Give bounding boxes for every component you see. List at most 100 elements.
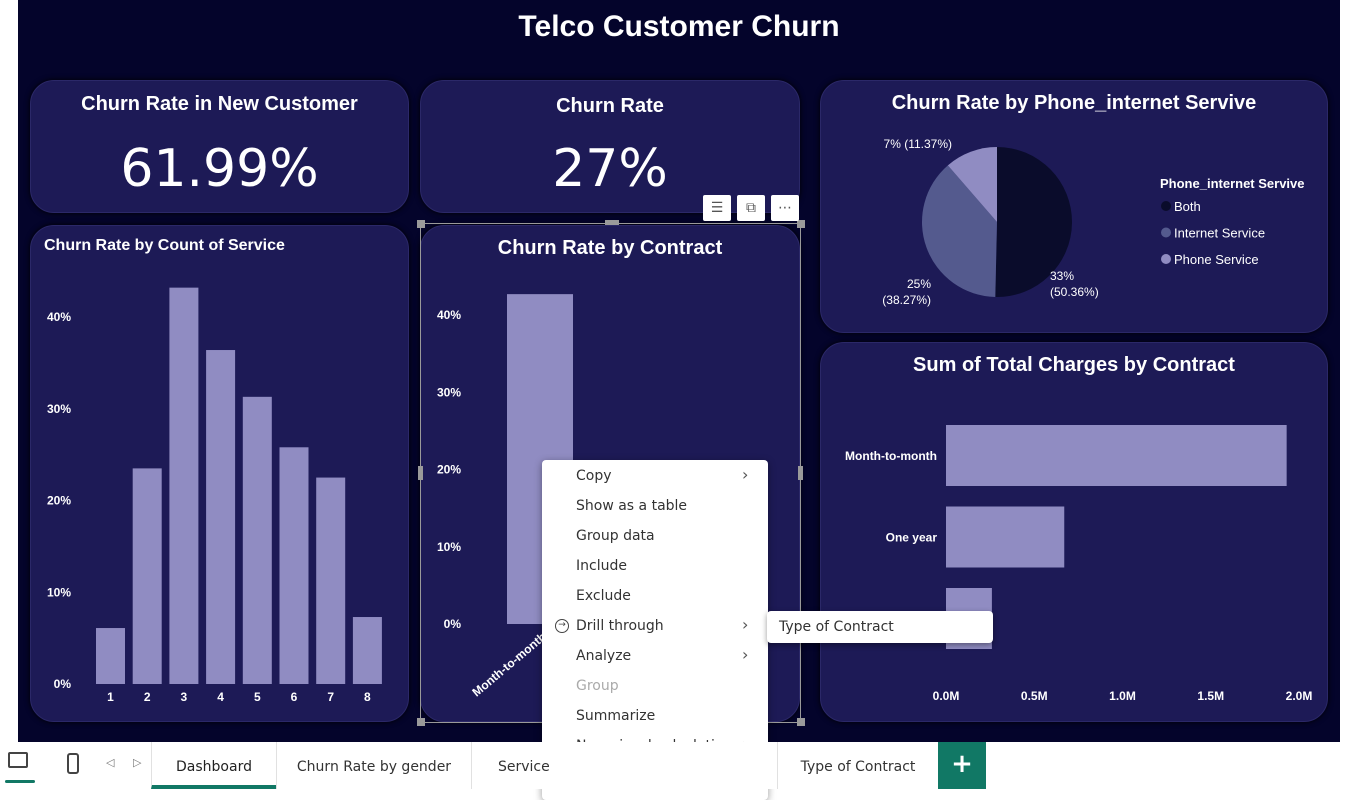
resize-handle[interactable]	[417, 718, 425, 726]
kpi-title: Churn Rate in New Customer	[81, 93, 358, 115]
prev-page-icon[interactable]: ◁	[106, 756, 115, 769]
legend-item: Both	[1174, 199, 1201, 214]
menu-item-group-data[interactable]: Group data	[576, 528, 655, 544]
pie-slice[interactable]	[995, 147, 1072, 297]
chevron-right-icon: ›	[742, 465, 749, 484]
resize-handle[interactable]	[797, 718, 805, 726]
data-label: 7% (11.37%)	[884, 137, 952, 151]
tab-service[interactable]: Service	[471, 742, 591, 789]
bar[interactable]	[279, 447, 309, 684]
tab-dashboard[interactable]: Dashboard	[151, 742, 276, 789]
resize-handle[interactable]	[418, 466, 423, 480]
page-tab-bar: ◁ ▷ Dashboard Churn Rate by gender Servi…	[0, 742, 1365, 789]
phone-internet-pie: 33% (50.36%) Both 25% (38.27%) Internet Servi…	[882, 137, 1265, 307]
y-tick-label: Month-to-month	[845, 449, 937, 463]
chart-title: Churn Rate by Count of Service	[44, 237, 285, 254]
x-tick-label: 5	[254, 690, 261, 704]
x-tick-label: 3	[181, 690, 188, 704]
y-tick-label: 10%	[47, 585, 71, 599]
submenu-item-type-of-contract[interactable]: Type of Contract	[767, 611, 993, 643]
bar[interactable]	[132, 468, 162, 684]
menu-item-exclude[interactable]: Exclude	[576, 588, 631, 604]
chart-card-phone-internet[interactable]: Churn Rate by Phone_internet Servive 33%…	[820, 80, 1328, 333]
y-tick-label: 40%	[47, 310, 71, 324]
x-tick-label: 8	[364, 690, 371, 704]
kpi-value: 61.99%	[120, 139, 319, 199]
legend-marker[interactable]	[1161, 227, 1171, 238]
desktop-view-icon[interactable]	[8, 752, 28, 768]
legend-item: Phone Service	[1174, 252, 1259, 267]
x-tick-label: 1	[107, 690, 114, 704]
x-tick-label: 6	[291, 690, 298, 704]
count-of-service-chart: 0% 10% 20% 30% 40% 1 2 3 4 5 6 7 8	[47, 287, 382, 704]
bar[interactable]	[352, 617, 382, 684]
menu-item-summarize[interactable]: Summarize	[576, 708, 656, 724]
y-tick-label: 20%	[47, 494, 71, 508]
menu-item-include[interactable]: Include	[576, 558, 627, 574]
chart-title: Churn Rate by Phone_internet Servive	[891, 92, 1257, 114]
y-tick-label: 0%	[54, 677, 72, 691]
kpi-card-churn-rate[interactable]: Churn Rate 27%	[420, 80, 800, 213]
y-tick-label: 30%	[437, 385, 461, 399]
chevron-right-icon: ›	[742, 645, 749, 664]
bar[interactable]	[169, 287, 199, 684]
resize-handle[interactable]	[798, 466, 803, 480]
y-tick-label: 10%	[437, 540, 461, 554]
filter-icon[interactable]: ☰	[703, 195, 731, 221]
menu-item-drill-through[interactable]: Drill through	[576, 618, 664, 634]
bar[interactable]	[946, 425, 1287, 486]
x-tick-label: 7	[327, 690, 334, 704]
tab-type-of-contract[interactable]: Type of Contract	[777, 742, 938, 789]
total-charges-chart: 0.0M 0.5M 1.0M 1.5M 2.0M Month-to-month One ye…	[845, 425, 1313, 703]
x-tick-label: 2	[144, 690, 151, 704]
bar[interactable]	[946, 506, 1065, 568]
desktop-view-indicator	[5, 780, 35, 783]
x-tick-label: 1.5M	[1197, 689, 1224, 703]
x-tick-label: 0.0M	[933, 689, 960, 703]
x-tick-label: 0.5M	[1021, 689, 1048, 703]
kpi-title: Churn Rate	[556, 95, 664, 117]
report-title: Telco Customer Churn	[518, 10, 840, 43]
menu-item-analyze[interactable]: Analyze	[576, 648, 632, 664]
x-tick-label: 2.0M	[1286, 689, 1313, 703]
data-label: (38.27%)	[882, 293, 931, 307]
legend-title: Phone_internet Servive	[1160, 176, 1305, 191]
chart-card-count-of-service[interactable]: Churn Rate by Count of Service 0% 10% 20% 3…	[30, 225, 409, 722]
chart-title: Sum of Total Charges by Contract	[913, 354, 1235, 376]
y-tick-label: 40%	[437, 308, 461, 322]
bar[interactable]	[242, 396, 272, 684]
drill-through-icon: →	[555, 619, 569, 633]
menu-item-copy[interactable]: Copy	[576, 468, 612, 484]
kpi-card-new-customer[interactable]: Churn Rate in New Customer 61.99%	[30, 80, 409, 213]
bar[interactable]	[316, 477, 346, 684]
data-label: 25%	[907, 277, 931, 291]
resize-handle[interactable]	[417, 220, 425, 228]
resize-handle[interactable]	[797, 220, 805, 228]
tab-churn-rate-by-gender[interactable]: Churn Rate by gender	[276, 742, 471, 789]
focus-mode-icon[interactable]: ⧉	[737, 195, 765, 221]
legend-item: Internet Service	[1174, 226, 1265, 241]
pie-slice[interactable]	[922, 165, 997, 297]
menu-item-show-as-a-table[interactable]: Show as a table	[576, 498, 688, 514]
bar[interactable]	[96, 628, 125, 684]
x-tick-label: 4	[217, 690, 224, 704]
data-label: 33%	[1050, 269, 1074, 283]
menu-item-group: Group	[576, 678, 619, 694]
chart-card-total-charges[interactable]: Sum of Total Charges by Contract 0.0M 0.5…	[820, 342, 1328, 722]
y-tick-label: 30%	[47, 402, 71, 416]
legend-marker[interactable]	[1161, 201, 1171, 211]
chevron-right-icon: ›	[742, 615, 749, 634]
y-tick-label: 20%	[437, 463, 461, 477]
y-tick-label: One year	[886, 531, 938, 545]
mobile-view-icon[interactable]	[67, 753, 79, 774]
x-tick-label: 1.0M	[1109, 689, 1136, 703]
legend-marker[interactable]	[1161, 254, 1171, 264]
kpi-value: 27%	[552, 139, 668, 199]
bar[interactable]	[206, 350, 236, 684]
add-page-button[interactable]: +	[938, 742, 986, 789]
resize-handle[interactable]	[605, 220, 619, 225]
chart-title: Churn Rate by Contract	[497, 237, 723, 259]
pie-slice[interactable]	[947, 147, 997, 222]
more-options-icon[interactable]: ⋯	[771, 195, 799, 221]
next-page-icon[interactable]: ▷	[133, 756, 142, 769]
